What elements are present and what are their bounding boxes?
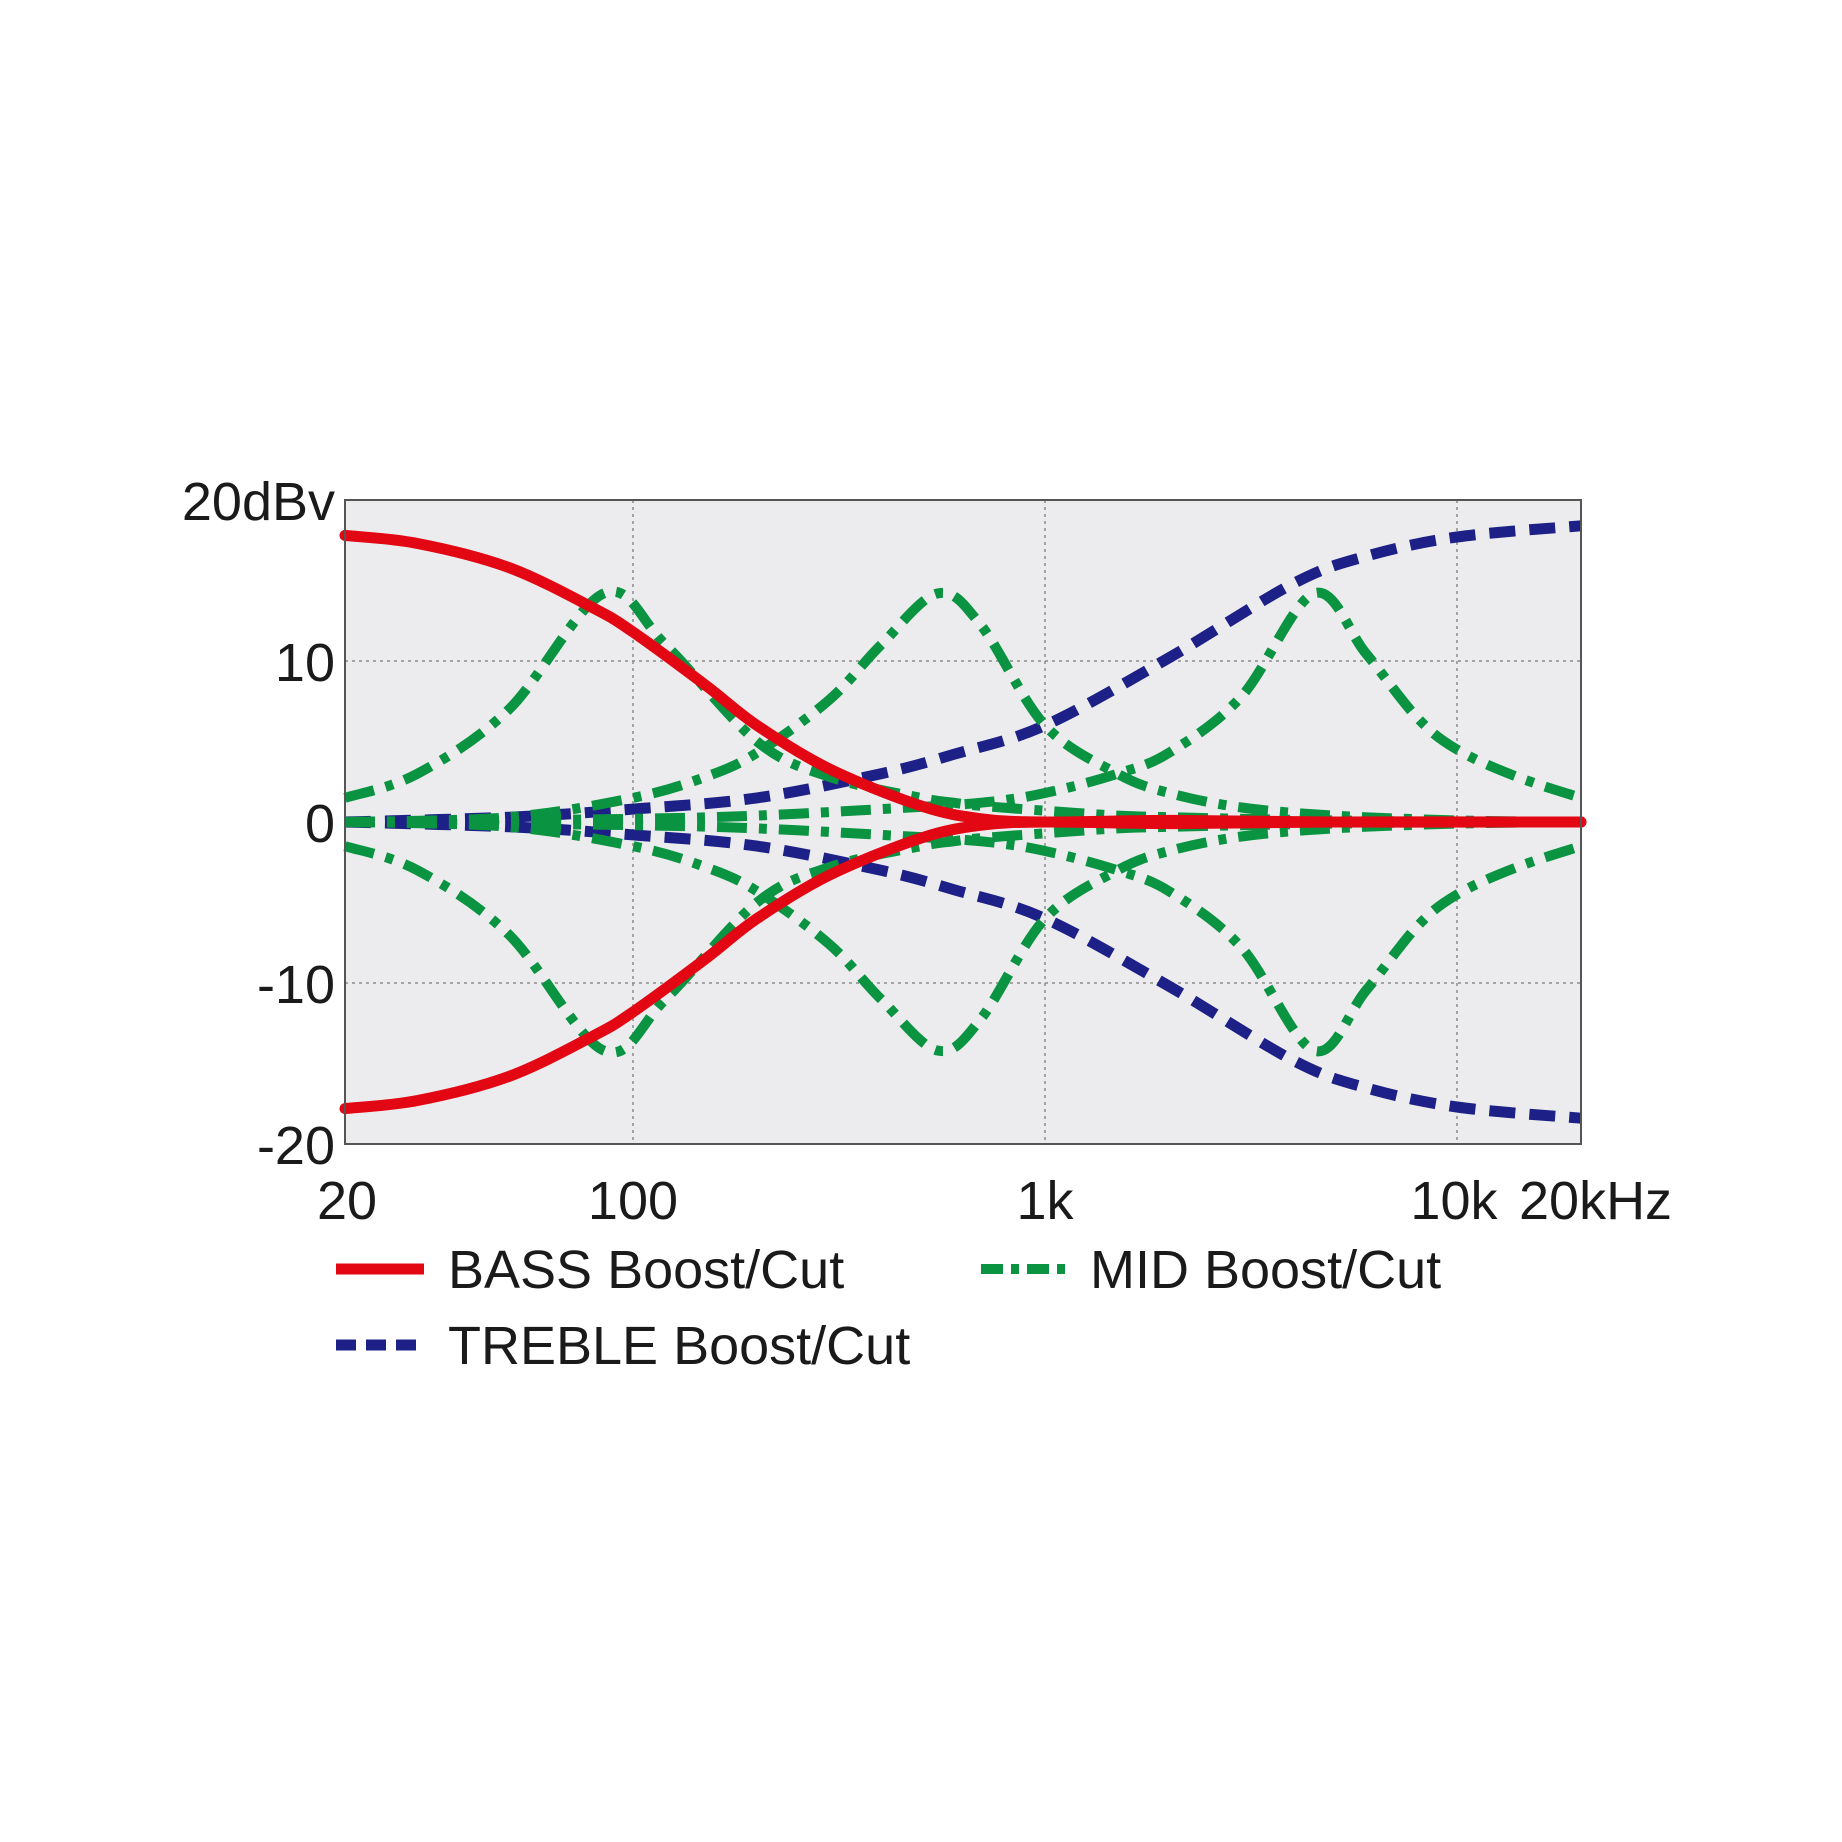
y-tick-label: 0 — [305, 794, 335, 854]
x-axis: 20 100 1k 10k 20kHz — [317, 1171, 1672, 1231]
legend-label-mid: MID Boost/Cut — [1090, 1240, 1441, 1300]
y-axis: 20dBv 10 0 -10 -20 — [182, 472, 335, 1176]
mid-curve-4 — [344, 817, 1582, 1057]
x-tick-label: 100 — [588, 1171, 678, 1231]
x-tick-label: 10k — [1410, 1171, 1498, 1231]
legend: BASS Boost/Cut MID Boost/Cut TREBLE Boost/… — [336, 1240, 1441, 1376]
mid-curve-5 — [344, 587, 1583, 827]
x-tick-label: 1k — [1016, 1171, 1074, 1231]
x-tick-label: 20kHz — [1519, 1171, 1672, 1231]
mid-curve-6 — [344, 817, 1583, 1057]
plot-frame — [344, 499, 1582, 1145]
y-tick-label: -20 — [257, 1116, 335, 1176]
bass-curve-2 — [339, 816, 1587, 1115]
series-layer — [339, 520, 1587, 1124]
y-tick-label: 10 — [275, 633, 335, 693]
legend-label-bass: BASS Boost/Cut — [448, 1240, 844, 1300]
y-tick-label: 20dBv — [182, 472, 335, 532]
treble-curve-1 — [344, 520, 1582, 828]
mid-curve-3 — [344, 587, 1582, 827]
legend-label-treble: TREBLE Boost/Cut — [448, 1316, 910, 1376]
treble-curve-2 — [344, 816, 1582, 1124]
x-tick-label: 20 — [317, 1171, 377, 1231]
y-tick-label: -10 — [257, 955, 335, 1015]
